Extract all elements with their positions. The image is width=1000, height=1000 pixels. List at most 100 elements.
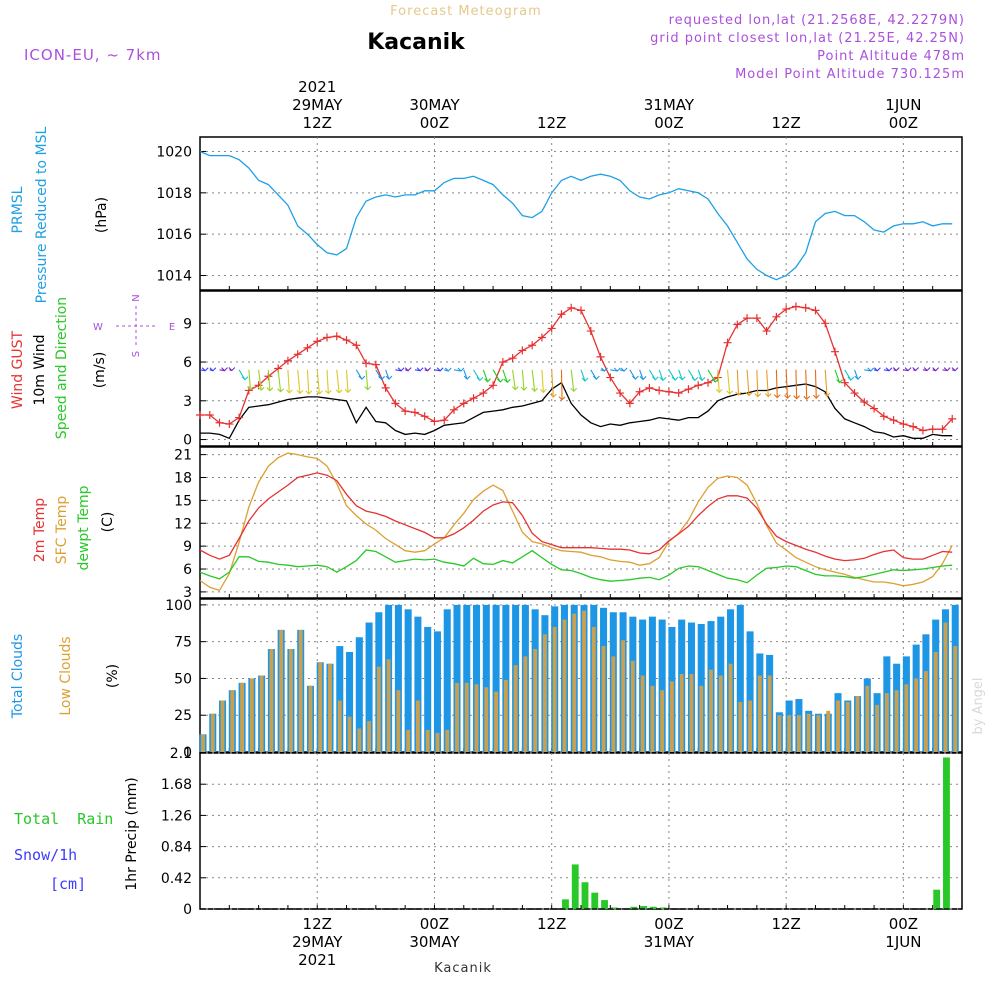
wind-arrow-head (247, 386, 254, 391)
total-cloud-bar (346, 651, 354, 752)
low-cloud-bar (337, 700, 342, 752)
wind-arrow-head (698, 377, 706, 382)
wind-arrow-head (436, 367, 444, 372)
low-cloud-bar (591, 626, 596, 752)
total-cloud-bar (414, 616, 422, 752)
gust-point (889, 416, 898, 425)
temperature-panel: 3 6 9 12 15 18 21 (174, 446, 963, 601)
gust-point (537, 333, 546, 342)
wind-arrow-head (836, 379, 843, 384)
label-dewpt-temp: dewpt Temp (76, 485, 92, 570)
wind-arrow-head (520, 386, 528, 391)
model-name: ICON-EU, ~ 7km (24, 46, 162, 64)
point-altitude: Point Altitude 478m (817, 49, 965, 64)
wind-arrow-head (335, 389, 343, 394)
wind-arrow-head (385, 375, 393, 380)
total-cloud-bar (453, 604, 461, 752)
low-cloud-bar (806, 713, 811, 752)
total-cloud-bar (433, 631, 441, 752)
wind-arrow (756, 369, 759, 397)
wind-arrow-head (812, 394, 820, 399)
low-cloud-bar (640, 675, 645, 752)
gust-point (791, 302, 800, 311)
gust-point (489, 381, 498, 390)
low-cloud-bar (923, 671, 928, 752)
wind-arrow-head (316, 390, 323, 395)
wind-arrow-head (277, 388, 284, 393)
low-cloud-bar (386, 659, 391, 752)
total-cloud-bar (404, 609, 412, 752)
wind-arrow (297, 369, 301, 394)
gust-point (694, 381, 703, 390)
wind-labels: Wind GUST 10m Wind Speed and Direction (… (10, 294, 175, 439)
clouds-ytick-label: 100 (165, 598, 192, 614)
precip-labels: Total Rain Snow/1h [cm] 1hr Precip (mm) (14, 777, 140, 893)
gust-point (469, 394, 478, 403)
label-precip-axis: 1hr Precip (mm) (124, 777, 140, 890)
wind-arrow (365, 369, 369, 390)
low-cloud-bar (230, 690, 235, 752)
clouds-ytick-label: 50 (174, 671, 192, 687)
low-cloud-bar (542, 634, 547, 752)
gust-point (283, 356, 292, 365)
temperature-ytick-label: 12 (174, 516, 192, 532)
temp-labels: 2m Temp SFC Temp dewpt Temp (C) (32, 485, 116, 570)
location-title: Kacanik (367, 30, 466, 55)
label-10m-wind: 10m Wind (32, 334, 48, 405)
low-cloud-bar (425, 729, 430, 752)
low-cloud-bar (660, 690, 665, 752)
temperature-ytick-label: 9 (183, 539, 192, 555)
wind-arrow-head (715, 388, 723, 394)
wind-arrow-head (416, 367, 424, 372)
precipitation-ytick-label: 1.68 (161, 777, 192, 793)
low-cloud-bar (220, 700, 225, 752)
low-cloud-bar (415, 700, 420, 752)
low-cloud-bar (210, 713, 215, 752)
temperature-ytick-label: 15 (174, 493, 192, 509)
wind-arrow-head (659, 377, 667, 382)
precipitation-ytick-label: 1.26 (161, 808, 192, 824)
gust-point (879, 412, 888, 421)
wind-arrow (834, 369, 841, 383)
low-cloud-bar (552, 626, 557, 752)
gust-line (200, 305, 953, 432)
pressure-ytick-label: 1020 (156, 144, 192, 160)
temp2m-line (199, 472, 953, 562)
total-cloud-bar (443, 609, 451, 752)
credit-watermark: by Angel (971, 677, 986, 734)
wind-arrow-head (378, 376, 385, 381)
wind-arrow-head (201, 367, 209, 372)
gust-point (303, 343, 312, 352)
total-cloud-bar (648, 616, 656, 752)
clouds-ytick-label: 0 (183, 745, 192, 761)
clouds-ytick-label: 25 (174, 708, 192, 724)
label-2m-temp: 2m Temp (32, 498, 48, 562)
gust-point (811, 306, 820, 315)
label-low-clouds: Low Clouds (58, 636, 74, 715)
wind-ytick-label: 0 (183, 433, 192, 449)
pressure-labels: PRMSL Pressure Reduced to MSL (hPa) (10, 126, 110, 303)
gust-point (586, 327, 595, 336)
low-cloud-bar (464, 682, 469, 752)
low-cloud-bar (836, 700, 840, 752)
low-cloud-bar (249, 678, 254, 752)
label-speed-direction: Speed and Direction (54, 297, 70, 439)
gust-point (479, 389, 488, 398)
clouds-panel: 0 25 50 75 100 (165, 598, 963, 761)
top-axis-label: 31MAY (644, 96, 695, 114)
low-cloud-bar (240, 682, 245, 752)
top-axis-label: 30MAY (409, 96, 460, 114)
low-cloud-bar (279, 629, 284, 752)
gust-point (606, 373, 615, 382)
low-cloud-bar (611, 656, 616, 752)
wind-arrow (560, 369, 563, 400)
grid-point-coords: grid point closest lon,lat (21.25E, 42.2… (650, 31, 965, 46)
low-cloud-bar (894, 690, 899, 752)
wind-arrow-head (735, 391, 742, 396)
wind-arrow-head (678, 376, 686, 381)
gust-point (518, 346, 527, 355)
gust-point (293, 350, 302, 359)
wind-arrow (814, 369, 817, 399)
gust-point (528, 341, 537, 350)
